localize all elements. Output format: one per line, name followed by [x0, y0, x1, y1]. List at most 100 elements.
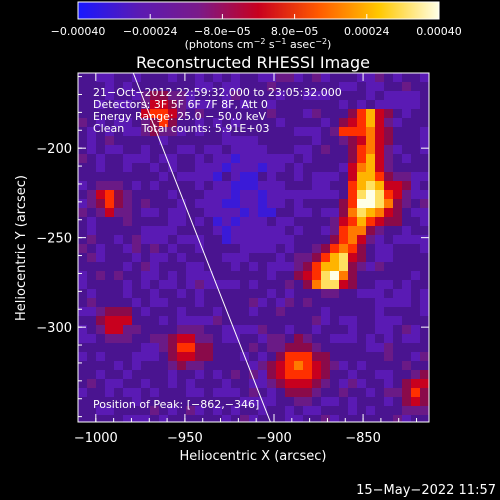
- heatmap-cell: [150, 136, 160, 146]
- heatmap-cell: [114, 253, 124, 263]
- heatmap-cell: [375, 82, 385, 92]
- heatmap-cell: [330, 208, 340, 218]
- heatmap-cell: [393, 325, 403, 335]
- heatmap-cell: [168, 136, 178, 146]
- heatmap-cell: [168, 127, 178, 137]
- heatmap-cell: [222, 397, 232, 407]
- heatmap-cell: [375, 208, 385, 218]
- heatmap-cell: [357, 82, 367, 92]
- colorbar-units: (photons cm−2 s−1 asec−2): [185, 37, 332, 51]
- heatmap-cell: [141, 136, 151, 146]
- heatmap-cell: [78, 370, 88, 380]
- heatmap-cell: [303, 289, 313, 299]
- heatmap-cell: [105, 199, 115, 209]
- heatmap-cell: [384, 163, 394, 173]
- heatmap-cell: [150, 208, 160, 218]
- heatmap-cell: [168, 352, 178, 362]
- heatmap-cell: [231, 271, 241, 281]
- heatmap-cell: [168, 190, 178, 200]
- heatmap-cell: [294, 298, 304, 308]
- heatmap-cell: [357, 163, 367, 173]
- heatmap-cell: [204, 343, 214, 353]
- heatmap-cell: [294, 127, 304, 137]
- heatmap-cell: [159, 316, 169, 326]
- heatmap-cell: [276, 190, 286, 200]
- heatmap-cell: [141, 172, 151, 182]
- heatmap-cell: [384, 226, 394, 236]
- heatmap-cell: [195, 397, 205, 407]
- heatmap-cell: [420, 244, 429, 254]
- heatmap-cell: [231, 352, 241, 362]
- heatmap-cell: [105, 82, 115, 92]
- heatmap-cell: [159, 172, 169, 182]
- heatmap-cell: [87, 253, 97, 263]
- heatmap-cell: [159, 127, 169, 137]
- x-tick-label: −900: [256, 431, 292, 446]
- heatmap-cell: [123, 172, 133, 182]
- heatmap-cell: [402, 226, 412, 236]
- heatmap-cell: [285, 316, 295, 326]
- heatmap-cell: [141, 334, 151, 344]
- heatmap-cell: [312, 82, 322, 92]
- heatmap-cell: [105, 334, 115, 344]
- heatmap-cell: [330, 388, 340, 398]
- heatmap-cell: [78, 181, 88, 191]
- heatmap-cell: [375, 145, 385, 155]
- heatmap-cell: [348, 298, 358, 308]
- heatmap-cell: [366, 388, 376, 398]
- heatmap-cell: [177, 91, 187, 101]
- heatmap-cell: [249, 307, 259, 317]
- heatmap-cell: [267, 226, 277, 236]
- heatmap-cell: [258, 262, 268, 272]
- heatmap-cell: [231, 226, 241, 236]
- heatmap-cell: [411, 334, 421, 344]
- heatmap-cell: [321, 334, 331, 344]
- heatmap-cell: [258, 280, 268, 290]
- heatmap-cell: [285, 172, 295, 182]
- heatmap-cell: [231, 181, 241, 191]
- heatmap-cell: [375, 388, 385, 398]
- heatmap-cell: [303, 271, 313, 281]
- heatmap-cell: [87, 352, 97, 362]
- heatmap-cell: [411, 136, 421, 146]
- heatmap-cell: [105, 271, 115, 281]
- heatmap-cell: [231, 145, 241, 155]
- heatmap-cell: [330, 181, 340, 191]
- heatmap-cell: [312, 226, 322, 236]
- heatmap-cell: [384, 271, 394, 281]
- heatmap-cell: [213, 334, 223, 344]
- heatmap-cell: [357, 379, 367, 389]
- heatmap-cell: [177, 415, 187, 422]
- heatmap-cell: [141, 298, 151, 308]
- heatmap-cell: [312, 298, 322, 308]
- heatmap-cell: [402, 307, 412, 317]
- heatmap-cell: [321, 109, 331, 119]
- heatmap-cell: [159, 325, 169, 335]
- heatmap-cell: [240, 235, 250, 245]
- heatmap-cell: [177, 181, 187, 191]
- heatmap-cell: [78, 118, 88, 128]
- heatmap-cell: [330, 316, 340, 326]
- heatmap-cell: [114, 172, 124, 182]
- heatmap-cell: [321, 343, 331, 353]
- heatmap-cell: [123, 334, 133, 344]
- heatmap-cell: [96, 217, 106, 227]
- heatmap-cell: [78, 280, 88, 290]
- heatmap-cell: [249, 361, 259, 371]
- heatmap-cell: [303, 82, 313, 92]
- heatmap-cell: [213, 181, 223, 191]
- heatmap-cell: [78, 136, 88, 146]
- heatmap-cell: [276, 361, 286, 371]
- heatmap-cell: [384, 190, 394, 200]
- heatmap-cell: [375, 253, 385, 263]
- heatmap-cell: [177, 307, 187, 317]
- heatmap-cell: [168, 316, 178, 326]
- heatmap-cell: [330, 172, 340, 182]
- heatmap-cell: [384, 334, 394, 344]
- heatmap-cell: [213, 91, 223, 101]
- heatmap-cell: [339, 415, 349, 422]
- heatmap-cell: [186, 406, 196, 416]
- heatmap-cell: [96, 91, 106, 101]
- heatmap-cell: [249, 145, 259, 155]
- heatmap-cell: [105, 181, 115, 191]
